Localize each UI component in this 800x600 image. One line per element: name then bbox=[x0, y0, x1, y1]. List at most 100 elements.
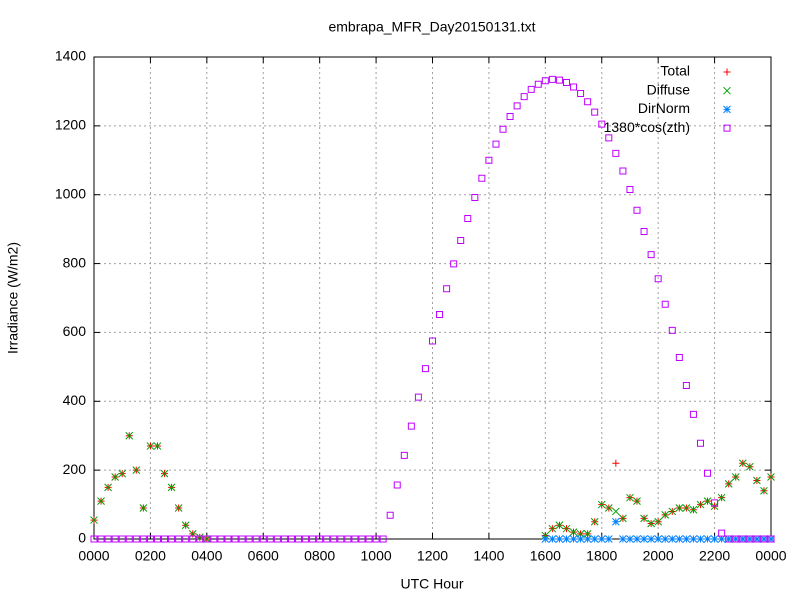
data-point bbox=[562, 535, 571, 543]
data-point bbox=[429, 337, 436, 345]
data-point bbox=[731, 473, 740, 481]
data-point bbox=[569, 535, 578, 543]
data-point bbox=[668, 535, 677, 543]
data-point bbox=[619, 514, 627, 523]
y-tick-label: 1200 bbox=[55, 117, 86, 133]
x-tick-label: 0200 bbox=[135, 548, 166, 564]
data-point bbox=[760, 486, 768, 495]
data-point bbox=[717, 535, 726, 543]
data-point bbox=[400, 451, 408, 459]
data-point bbox=[555, 76, 563, 84]
data-point bbox=[689, 410, 697, 418]
data-point bbox=[161, 535, 169, 543]
data-point bbox=[175, 535, 183, 543]
legend-marker bbox=[723, 68, 731, 76]
data-point bbox=[738, 535, 747, 543]
data-point bbox=[160, 469, 169, 478]
data-point bbox=[760, 535, 768, 543]
data-point bbox=[689, 505, 698, 514]
data-point bbox=[506, 113, 514, 121]
data-point bbox=[330, 535, 338, 543]
y-tick-label: 1400 bbox=[55, 48, 86, 64]
data-point bbox=[492, 140, 500, 148]
plot-border bbox=[93, 56, 772, 540]
data-point bbox=[717, 493, 726, 502]
data-point bbox=[202, 535, 211, 543]
data-point bbox=[738, 459, 747, 468]
y-tick-label: 200 bbox=[63, 461, 87, 477]
data-point bbox=[231, 535, 239, 543]
data-point bbox=[548, 75, 556, 83]
legend-marker bbox=[723, 124, 731, 132]
data-point bbox=[569, 528, 578, 536]
data-point bbox=[661, 511, 670, 519]
y-tick-label: 800 bbox=[63, 254, 87, 270]
data-point bbox=[647, 535, 655, 543]
data-point bbox=[111, 535, 119, 543]
data-point bbox=[168, 535, 176, 543]
data-point bbox=[309, 535, 317, 543]
data-point bbox=[295, 535, 303, 543]
data-point bbox=[436, 311, 444, 319]
x-tick-label: 2000 bbox=[643, 548, 674, 564]
data-point bbox=[287, 535, 295, 543]
data-point bbox=[534, 80, 542, 88]
data-point bbox=[640, 514, 648, 523]
data-point bbox=[344, 535, 352, 543]
data-point bbox=[118, 535, 126, 543]
data-point bbox=[661, 535, 670, 543]
data-point bbox=[668, 507, 677, 516]
data-point bbox=[590, 517, 599, 526]
data-point bbox=[323, 535, 331, 543]
data-point bbox=[668, 326, 676, 334]
data-point bbox=[464, 214, 472, 222]
data-point bbox=[598, 120, 606, 128]
x-tick-label: 0000 bbox=[755, 548, 786, 564]
data-point bbox=[90, 516, 98, 524]
data-point bbox=[633, 535, 641, 543]
legend-label: Diffuse bbox=[647, 81, 691, 97]
data-point bbox=[725, 535, 733, 543]
data-point bbox=[576, 535, 585, 543]
data-point bbox=[612, 507, 620, 516]
data-point bbox=[703, 497, 712, 505]
data-point bbox=[189, 535, 197, 543]
data-point bbox=[153, 442, 162, 450]
data-point bbox=[640, 228, 648, 236]
data-point bbox=[739, 535, 747, 543]
data-point bbox=[710, 535, 719, 543]
x-tick-label: 1600 bbox=[530, 548, 561, 564]
data-point bbox=[753, 535, 761, 543]
data-point bbox=[654, 517, 663, 526]
data-point bbox=[393, 481, 401, 489]
y-tick-label: 0 bbox=[78, 530, 86, 546]
data-point bbox=[132, 466, 141, 474]
data-point bbox=[605, 134, 613, 142]
data-point bbox=[562, 524, 571, 533]
data-point bbox=[499, 125, 507, 133]
data-point bbox=[640, 535, 648, 543]
data-point bbox=[443, 285, 451, 293]
data-point bbox=[724, 480, 733, 488]
data-point bbox=[633, 206, 641, 214]
data-point bbox=[703, 535, 712, 543]
data-point bbox=[604, 504, 613, 512]
data-point bbox=[337, 535, 345, 543]
data-point bbox=[520, 93, 528, 101]
data-point bbox=[583, 535, 592, 543]
data-point bbox=[562, 78, 570, 86]
data-point bbox=[302, 535, 310, 543]
data-point bbox=[590, 535, 599, 543]
data-point bbox=[689, 535, 698, 543]
data-point bbox=[125, 535, 133, 543]
data-point bbox=[97, 535, 105, 543]
data-point bbox=[767, 473, 775, 481]
data-point bbox=[696, 439, 704, 447]
data-point bbox=[167, 483, 176, 492]
data-point bbox=[125, 431, 134, 440]
data-point bbox=[174, 504, 183, 512]
x-tick-label: 1200 bbox=[417, 548, 448, 564]
legend-label: DirNorm bbox=[638, 100, 690, 116]
data-point bbox=[767, 535, 775, 543]
